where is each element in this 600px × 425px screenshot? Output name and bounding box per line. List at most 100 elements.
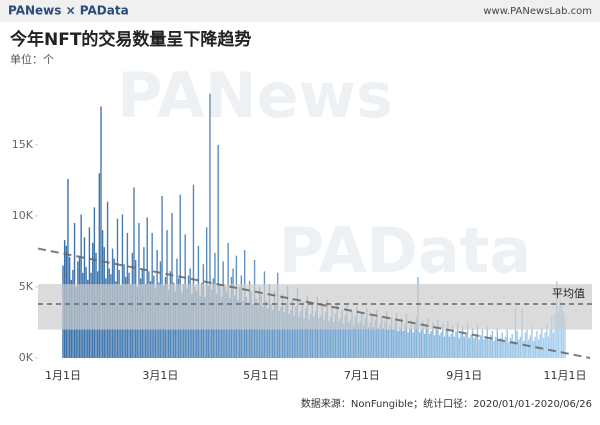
bar (359, 321, 361, 358)
bar (541, 328, 543, 358)
bar (519, 336, 522, 358)
bar (377, 328, 380, 358)
bar (257, 305, 259, 358)
bar (423, 333, 426, 358)
bar (560, 305, 563, 358)
bar (488, 339, 490, 358)
bar (544, 332, 546, 358)
bar (338, 321, 340, 358)
bar (536, 331, 538, 358)
bar (354, 316, 356, 358)
bar (481, 329, 484, 358)
bar (392, 329, 394, 358)
bar (351, 311, 353, 358)
y-tick-label: 10K (12, 209, 34, 222)
bar (542, 338, 545, 358)
bar (471, 328, 474, 358)
bar (343, 323, 345, 358)
bar (324, 312, 327, 358)
bar (280, 306, 282, 358)
bar (288, 313, 290, 358)
bar (453, 336, 456, 358)
average-band (38, 284, 592, 330)
bar (527, 339, 530, 358)
bar (509, 338, 512, 358)
bar (376, 309, 378, 358)
bar (494, 336, 497, 358)
bar (562, 311, 565, 358)
bar (357, 323, 360, 358)
bar (369, 322, 371, 358)
bar (397, 331, 399, 358)
bar (432, 322, 434, 358)
bar (486, 326, 489, 358)
bar (513, 340, 515, 358)
bar (485, 336, 487, 358)
bar (442, 323, 444, 358)
bar (295, 306, 297, 358)
bar (447, 321, 449, 358)
bar (93, 207, 96, 358)
bar (293, 315, 295, 358)
bar (285, 302, 287, 358)
bar (551, 315, 553, 358)
bar (247, 302, 249, 358)
bar (499, 338, 502, 358)
bar (425, 326, 427, 358)
bar (518, 339, 520, 358)
bar (489, 335, 492, 358)
bar (531, 326, 533, 358)
bar (361, 312, 363, 358)
bar (504, 336, 507, 358)
bar (321, 305, 323, 358)
average-label: 平均值 (552, 287, 585, 300)
bar (418, 332, 421, 358)
bar (420, 329, 423, 358)
bar (379, 323, 381, 358)
bar (468, 338, 470, 358)
bar (466, 323, 469, 358)
x-tick-label: 9月1日 (446, 369, 482, 382)
y-tick-label: 5K (19, 280, 34, 293)
bar (217, 144, 219, 358)
bar (491, 331, 494, 358)
bar (422, 321, 424, 358)
bar (374, 319, 376, 358)
header-bar (0, 0, 600, 22)
bar (133, 187, 135, 358)
logo: PANews × PAData (8, 4, 129, 18)
bar (275, 305, 277, 358)
bar (98, 173, 101, 358)
bar (252, 304, 254, 358)
bar (309, 313, 312, 358)
bar (323, 319, 325, 358)
bar (428, 333, 431, 358)
bar (67, 178, 69, 358)
bar (404, 323, 406, 358)
bar (290, 309, 292, 358)
bar (458, 338, 461, 358)
bar (501, 332, 503, 358)
bar (382, 328, 385, 358)
bar (409, 328, 411, 358)
bar (546, 323, 548, 358)
bar (270, 304, 272, 358)
bar (278, 311, 281, 358)
bar (272, 309, 274, 358)
bar (314, 311, 317, 358)
bar (402, 331, 404, 358)
bar (371, 313, 373, 358)
bar (384, 321, 386, 358)
bar (372, 326, 375, 358)
bar (547, 336, 550, 358)
bar (503, 340, 505, 358)
bar (461, 326, 464, 358)
bar (209, 93, 211, 359)
bar (318, 318, 320, 358)
bar (331, 308, 333, 358)
bar (303, 318, 305, 358)
bar (455, 331, 457, 358)
watermark: PAData (279, 214, 532, 287)
chart-title: 今年NFT的交易数量呈下降趋势 (10, 29, 251, 50)
